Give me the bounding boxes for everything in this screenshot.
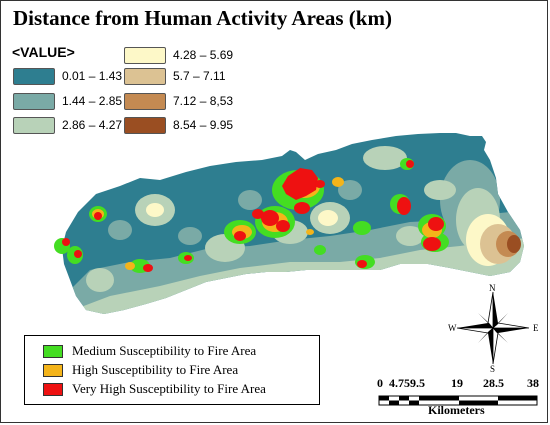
value-legend-item: 4.28 – 5.69 [124, 46, 233, 64]
distance-zone [238, 190, 262, 210]
distance-zone [146, 203, 164, 217]
scale-tick-label: 38 [527, 376, 539, 390]
legend-swatch [124, 92, 166, 110]
value-legend-item: 7.12 – 8,53 [124, 92, 233, 110]
legend-label: 2.86 – 4.27 [62, 118, 123, 132]
legend-swatch [124, 116, 166, 134]
west-label: W [448, 323, 457, 333]
susceptibility-legend-item: Medium Susceptibility to Fire Area [43, 343, 256, 359]
value-legend-item: 1.44 – 2.85 [13, 92, 122, 110]
scale-tick-label: 0 [377, 376, 383, 390]
legend-label: 7.12 – 8,53 [173, 94, 234, 108]
scale-tick-label: 4.759.5 [389, 376, 425, 390]
map-title: Distance from Human Activity Areas (km) [13, 6, 392, 30]
legend-swatch [43, 382, 63, 396]
legend-label: 5.7 – 7.11 [173, 69, 226, 83]
scale-bar: 0 4.759.5 19 28.5 38 [375, 376, 543, 416]
legend-swatch [124, 46, 166, 64]
value-legend-item: 5.7 – 7.11 [124, 67, 226, 85]
legend-label: Very High Susceptibility to Fire Area [72, 381, 266, 396]
distance-zone [396, 226, 424, 246]
value-legend-header: <VALUE> [12, 44, 75, 60]
legend-swatch [43, 344, 63, 358]
susceptibility-legend-item: High Susceptibility to Fire Area [43, 362, 238, 378]
distance-zone [178, 227, 202, 245]
legend-label: 1.44 – 2.85 [62, 94, 123, 108]
very-high-susceptibility-patches [62, 160, 444, 272]
susceptibility-legend: Medium Susceptibility to Fire Area High … [24, 335, 320, 405]
distance-zone [318, 210, 338, 226]
fire-susceptibility-overlay [54, 158, 449, 273]
east-label: E [533, 323, 539, 333]
legend-swatch [43, 363, 63, 377]
legend-label: 8.54 – 9.95 [173, 118, 234, 132]
legend-swatch [124, 67, 166, 85]
legend-label: Medium Susceptibility to Fire Area [72, 343, 257, 358]
distance-zone [86, 268, 114, 292]
north-label: N [489, 283, 496, 293]
distance-zone [424, 180, 456, 200]
distance-zone [338, 180, 362, 200]
legend-label: High Susceptibility to Fire Area [72, 362, 239, 377]
legend-label: 4.28 – 5.69 [173, 48, 234, 62]
value-legend-item: 0.01 – 1.43 [13, 67, 122, 85]
legend-swatch [13, 92, 55, 110]
legend-swatch [13, 116, 55, 134]
north-arrow-icon [456, 291, 530, 365]
distance-zone [507, 235, 521, 253]
distance-raster [62, 133, 524, 314]
scale-unit-label: Kilometers [428, 403, 485, 417]
distance-zone [363, 146, 407, 170]
susceptibility-legend-item: Very High Susceptibility to Fire Area [43, 381, 266, 397]
scale-bar-graphic [378, 395, 538, 406]
scale-tick-label: 19 [451, 376, 463, 390]
legend-swatch [13, 67, 55, 85]
legend-label: 0.01 – 1.43 [62, 69, 123, 83]
south-label: S [490, 364, 496, 374]
distance-zone [108, 220, 132, 240]
value-legend-item: 2.86 – 4.27 [13, 116, 122, 134]
scale-tick-label: 28.5 [483, 376, 504, 390]
value-legend-item: 8.54 – 9.95 [124, 116, 233, 134]
